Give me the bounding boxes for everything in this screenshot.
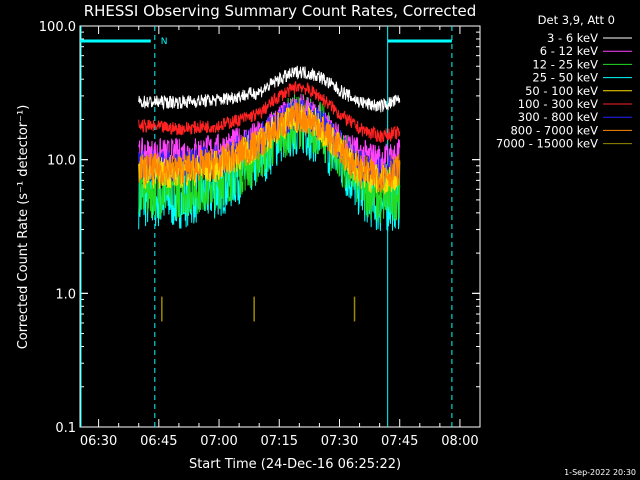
legend-label: 3 - 6 keV — [547, 31, 598, 45]
y-tick-label: 1.0 — [55, 287, 76, 302]
series-line — [138, 101, 401, 194]
legend-label: 50 - 100 keV — [525, 84, 598, 98]
legend-label: 25 - 50 keV — [532, 71, 598, 85]
y-tick-label: 100.0 — [39, 20, 76, 35]
x-tick-label: 07:45 — [381, 434, 418, 449]
x-tick-label: 07:00 — [200, 434, 237, 449]
generation-timestamp: 1-Sep-2022 20:30 — [564, 468, 636, 477]
series-line — [138, 93, 401, 175]
x-tick-label: 07:15 — [261, 434, 298, 449]
y-tick-label: 10.0 — [47, 154, 76, 169]
x-tick-label: 08:00 — [441, 434, 478, 449]
legend-label: 800 - 7000 keV — [510, 123, 598, 137]
legend-label: 6 - 12 keV — [540, 44, 598, 58]
x-tick-label: 06:30 — [80, 434, 117, 449]
x-tick-label: 07:30 — [321, 434, 358, 449]
legend-label: 100 - 300 keV — [518, 97, 598, 111]
legend-label: 300 - 800 keV — [518, 110, 598, 124]
legend-title: Det 3,9, Att 0 — [538, 13, 615, 27]
series-line — [138, 81, 401, 144]
plot-frame — [79, 25, 481, 428]
series-line — [138, 65, 401, 113]
x-axis-label: Start Time (24-Dec-16 06:25:22) — [189, 457, 401, 472]
x-tick-label: 06:45 — [140, 434, 177, 449]
legend-label: 7000 - 15000 keV — [496, 137, 598, 151]
y-axis-label: Corrected Count Rate (s⁻¹ detector⁻¹) — [16, 105, 31, 350]
y-tick-label: 0.1 — [55, 421, 76, 436]
plot-area: 0.1 1.0 10.0 100.0 06:30 06:45 07:00 07:15 07:30… — [39, 20, 481, 449]
night-label: N — [161, 37, 168, 47]
legend-label: 12 - 25 keV — [532, 57, 598, 71]
chart-title: RHESSI Observing Summary Count Rates, Co… — [84, 2, 477, 20]
